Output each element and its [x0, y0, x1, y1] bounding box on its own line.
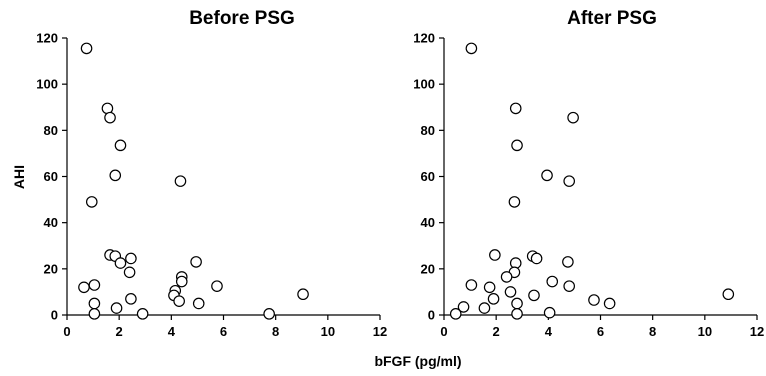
- after-data-point: [508, 196, 521, 208]
- before-x-tick-label: 2: [116, 324, 123, 339]
- after-x-tick-label: 10: [698, 324, 712, 339]
- after-x-tick-label: 6: [597, 324, 604, 339]
- after-data-point: [457, 301, 470, 313]
- after-y-tick-label: 20: [421, 261, 435, 276]
- panel-title-after: After PSG: [567, 8, 657, 29]
- after-y-tick-label: 120: [413, 31, 435, 46]
- after-x-tick-label: 0: [440, 324, 447, 339]
- before-data-point: [173, 295, 185, 307]
- after-data-point: [478, 302, 491, 314]
- after-y-tick-label: 100: [413, 77, 435, 92]
- after-data-point: [489, 249, 501, 261]
- after-data-point: [541, 169, 553, 182]
- before-x-tick-label: 4: [168, 324, 176, 339]
- before-data-point: [78, 281, 90, 294]
- before-data-point: [211, 280, 223, 292]
- before-x-tick-label: 10: [321, 324, 335, 339]
- before-data-point: [192, 297, 205, 310]
- y-axis-label: AHI: [11, 165, 27, 189]
- after-data-point: [543, 306, 556, 319]
- after-x-tick-label: 4: [545, 324, 553, 339]
- before-y-tick-label: 20: [44, 261, 58, 276]
- after-axes: [443, 38, 757, 316]
- before-data-point: [114, 257, 127, 269]
- before-y-tick-label: 0: [51, 308, 58, 323]
- after-data-point: [546, 275, 559, 288]
- after-data-point: [530, 252, 543, 265]
- after-data-point: [563, 175, 575, 187]
- before-data-point: [85, 196, 98, 208]
- before-data-point: [136, 308, 149, 320]
- before-y-tick-label: 100: [36, 77, 58, 92]
- after-data-point: [603, 297, 616, 310]
- after-y-tick-label: 40: [421, 215, 435, 230]
- after-data-point: [588, 294, 600, 306]
- before-data-point: [109, 169, 122, 182]
- after-data-point: [511, 308, 523, 320]
- before-x-tick-label: 12: [373, 324, 387, 339]
- after-data-point: [509, 102, 522, 115]
- before-data-point: [88, 279, 101, 291]
- after-data-point: [465, 279, 478, 291]
- after-data-point: [449, 308, 462, 320]
- after-y-tick-label: 80: [421, 123, 435, 138]
- after-x-tick-label: 12: [750, 324, 764, 339]
- after-data-point: [511, 139, 523, 152]
- before-data-point: [125, 252, 137, 265]
- before-data-point: [263, 308, 275, 320]
- after-data-point: [528, 289, 540, 302]
- before-data-point: [123, 266, 136, 279]
- after-data-point: [483, 281, 496, 294]
- before-data-point: [88, 308, 101, 320]
- after-panel: 0 20 40 60 80 100 120 0 2 4 6 8 10 12: [413, 31, 764, 340]
- after-data-point: [487, 293, 500, 305]
- before-panel: 0 20 40 60 80 100 120 0 2 4 6 8 10 12: [36, 31, 387, 340]
- after-data-point: [504, 286, 517, 298]
- before-data-point: [110, 302, 123, 314]
- after-data-point: [511, 297, 523, 310]
- after-data-point: [500, 271, 513, 283]
- before-data-point: [125, 293, 137, 305]
- before-data-point: [174, 175, 187, 187]
- before-y-tick-label: 80: [44, 123, 58, 138]
- after-data-point: [562, 256, 574, 268]
- before-y-tick-label: 120: [36, 31, 58, 46]
- after-data-point: [722, 288, 735, 301]
- before-data-point: [190, 256, 202, 268]
- before-x-tick-label: 6: [220, 324, 227, 339]
- after-data-point: [465, 42, 478, 55]
- after-data-point: [567, 111, 579, 124]
- before-data-point: [114, 139, 127, 152]
- before-data-point: [104, 111, 116, 124]
- after-data-point: [563, 280, 575, 292]
- after-x-tick-label: 2: [493, 324, 500, 339]
- before-data-point: [80, 42, 93, 55]
- before-y-tick-label: 60: [44, 169, 58, 184]
- panel-title-before: Before PSG: [189, 8, 295, 29]
- x-axis-label: bFGF (pg/ml): [374, 353, 461, 369]
- before-y-tick-label: 40: [44, 215, 58, 230]
- before-data-point: [175, 275, 188, 288]
- before-data-point: [88, 297, 101, 310]
- after-x-tick-label: 8: [649, 324, 656, 339]
- after-y-tick-label: 0: [428, 308, 435, 323]
- before-x-tick-label: 0: [63, 324, 70, 339]
- after-y-tick-label: 60: [421, 169, 435, 184]
- before-data-point: [297, 288, 309, 301]
- before-x-tick-label: 8: [272, 324, 279, 339]
